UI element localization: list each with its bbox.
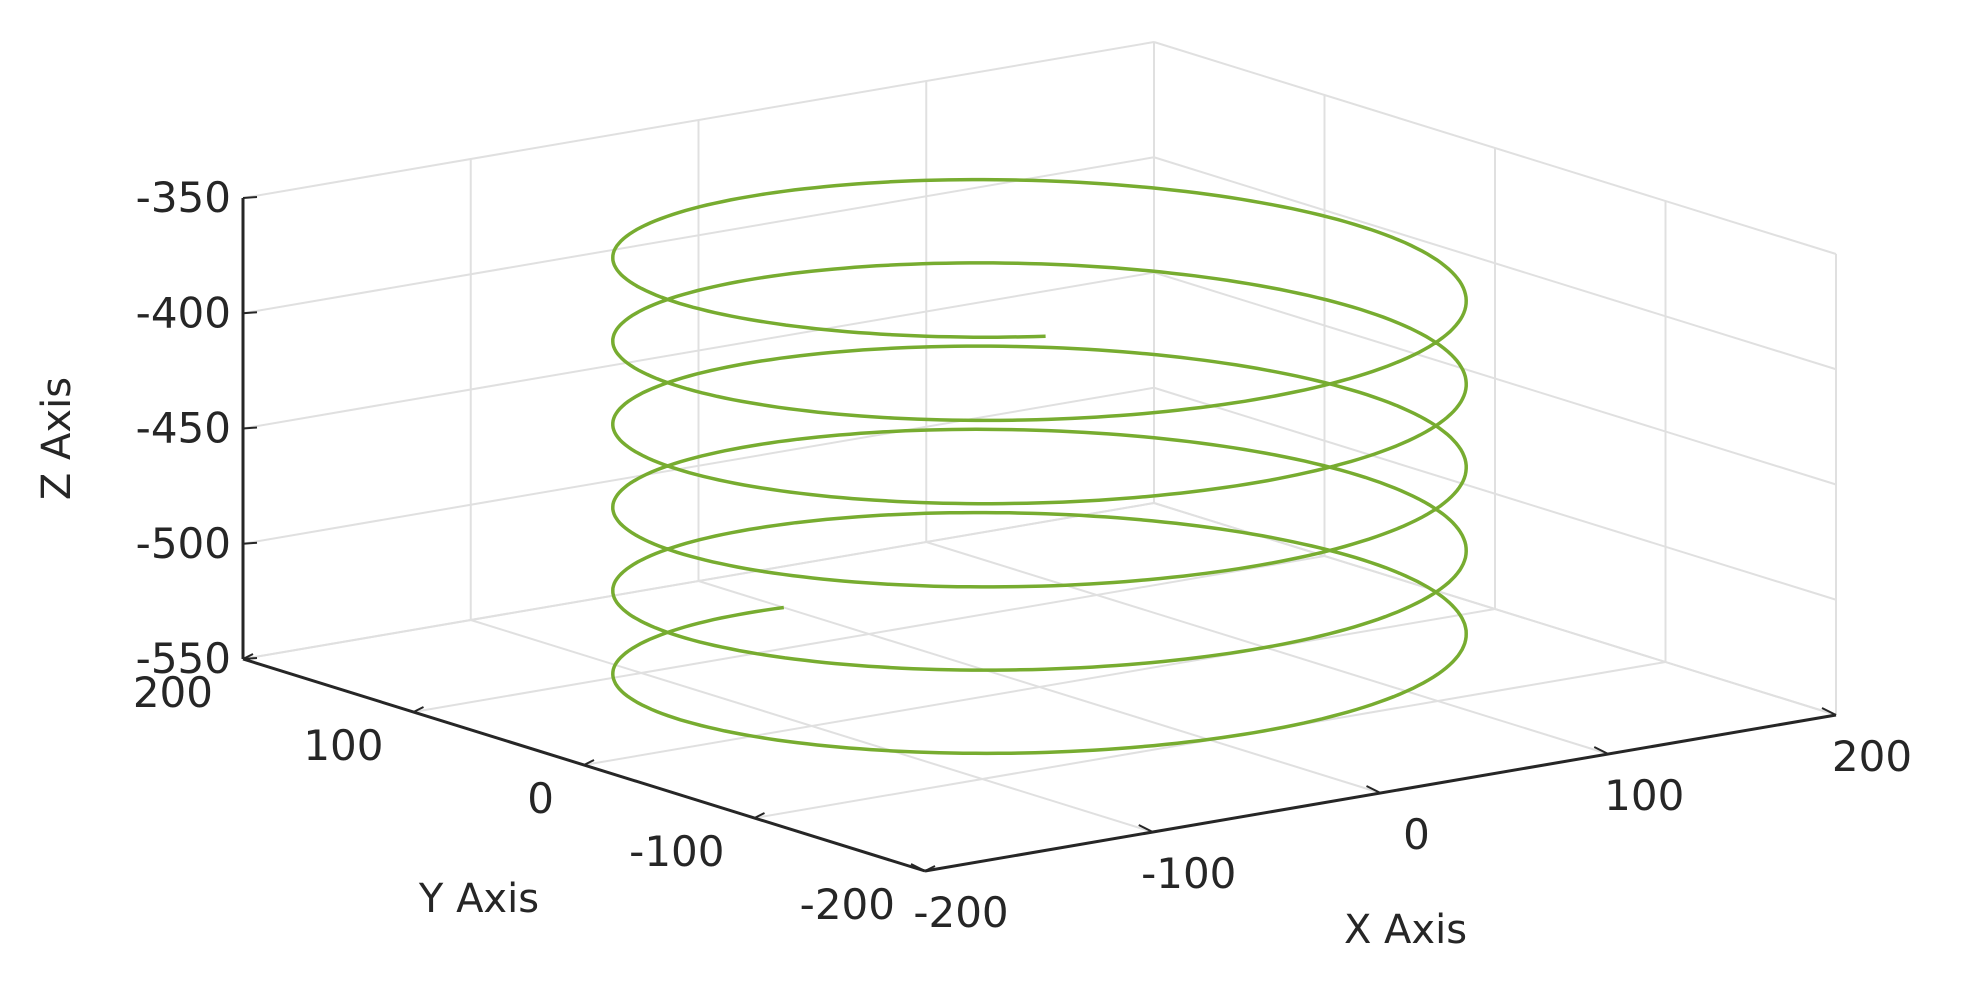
wall-grid-z	[242, 271, 1155, 430]
z-axis-title: Z Axis	[34, 377, 80, 500]
wall-grid-z	[242, 41, 1155, 199]
y-tick	[413, 706, 424, 713]
y-tick	[754, 812, 765, 819]
z-tick	[242, 196, 258, 199]
x-axis-title: X Axis	[1344, 907, 1467, 953]
wall-grid-z2	[1153, 386, 1837, 601]
z-tick	[242, 311, 258, 315]
axes-group: -550 -500 -450 -400 -350 -200 -100 0 100 200 -200 -…	[133, 173, 1912, 937]
x-tick	[1821, 707, 1837, 716]
plot-area	[611, 177, 1468, 756]
y-tick	[242, 653, 254, 660]
x-tick-label: -200	[913, 888, 1008, 937]
y-tick-label: 200	[133, 668, 213, 717]
y-axis-title: Y Axis	[418, 876, 539, 922]
x-tick	[1138, 824, 1154, 833]
x-tick	[910, 863, 926, 872]
wall-grid-z2	[1153, 41, 1837, 255]
wall-grid-z2	[1153, 156, 1837, 371]
wall-grid-z	[242, 386, 1155, 545]
z-tick-label: -350	[136, 173, 231, 222]
x-tick-label: 200	[1832, 732, 1912, 781]
z-tick-label: -450	[136, 404, 231, 453]
y-tick-label: 100	[303, 721, 383, 770]
x-tick	[1593, 746, 1609, 755]
x-tick	[1366, 785, 1381, 794]
y-tick	[924, 865, 936, 872]
z-tick	[242, 426, 258, 430]
helix-series-line	[611, 177, 1468, 756]
z-tick	[242, 541, 258, 545]
wall-grid-z	[242, 156, 1155, 315]
y-tick-label: -200	[800, 880, 895, 929]
x-tick-label: 100	[1604, 771, 1684, 820]
x-tick-label: 0	[1403, 810, 1430, 859]
floor-grid-y	[583, 608, 1496, 766]
z-tick-label: -400	[136, 288, 231, 337]
z-tick-label: -550	[136, 634, 231, 683]
y-tick-label: -100	[629, 827, 724, 876]
x-tick-label: -100	[1141, 849, 1236, 898]
back-panes	[242, 41, 1837, 872]
floor-grid-y	[413, 555, 1325, 713]
y-tick-label: 0	[527, 774, 554, 823]
wall-grid-z2	[1153, 271, 1837, 486]
y-tick	[583, 759, 595, 766]
z-tick-label: -500	[136, 519, 231, 568]
wall-grid-z	[242, 502, 1155, 660]
